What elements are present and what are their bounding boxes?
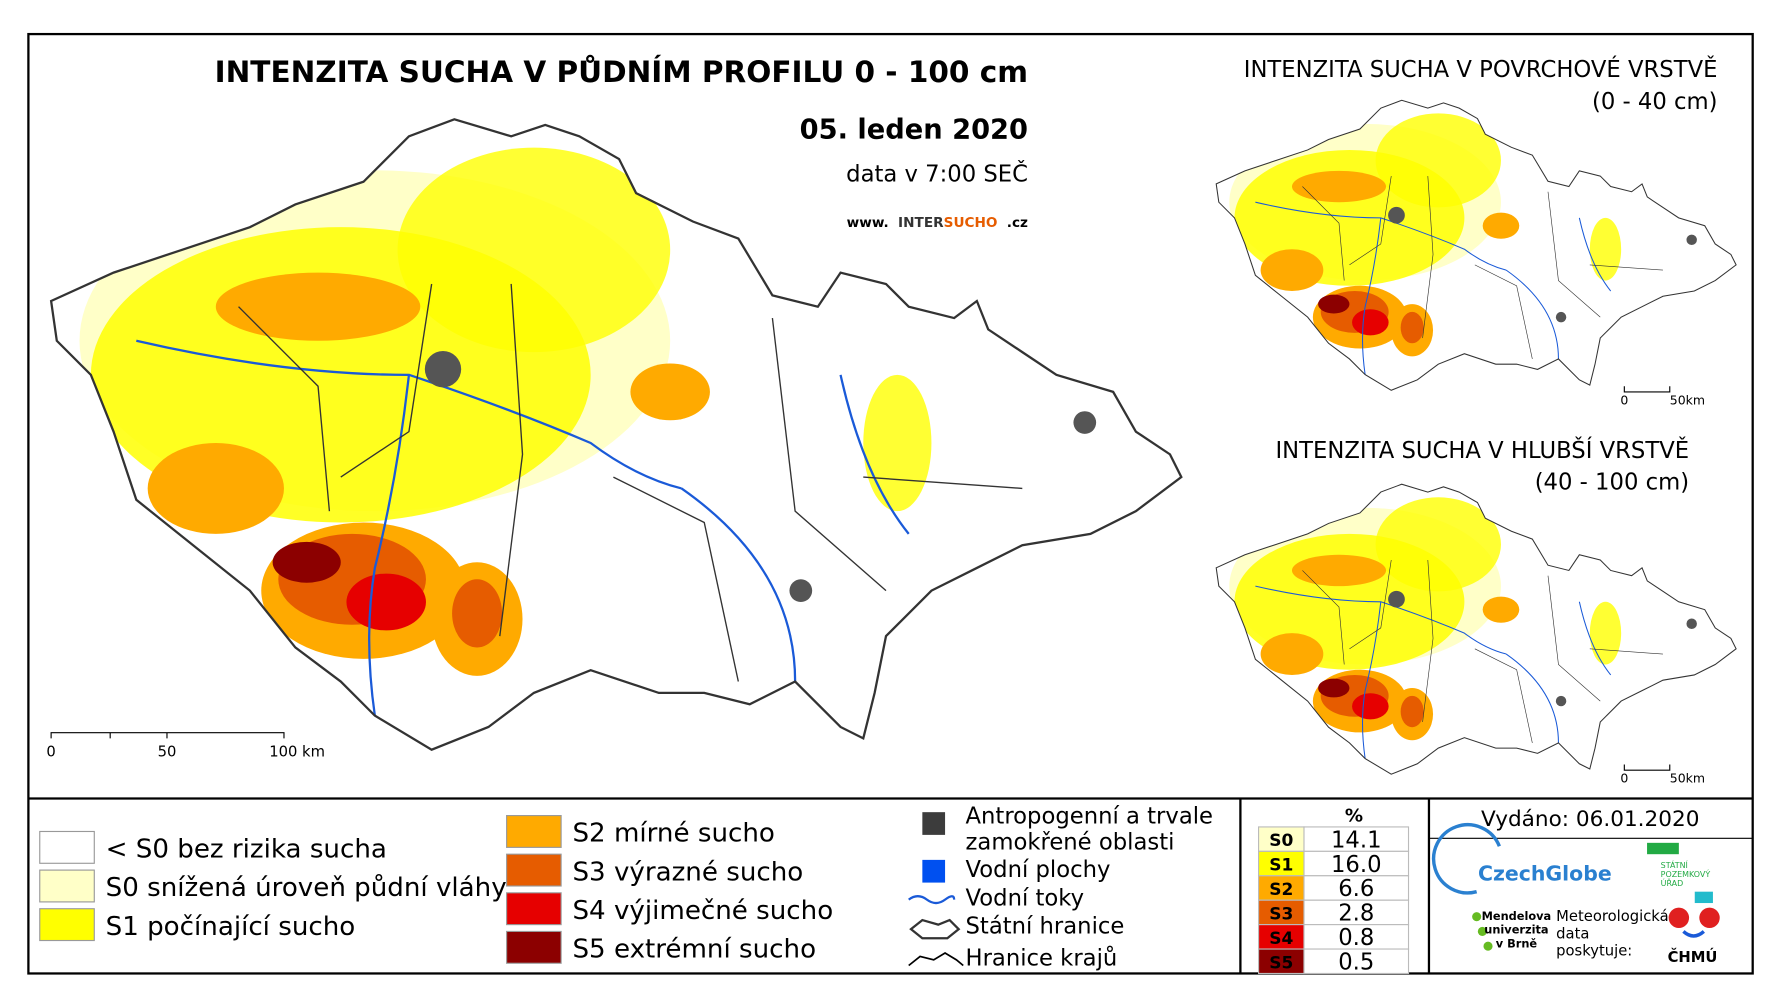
- legend-label: Antropogenní a trvale: [966, 804, 1214, 830]
- inset-scale-bar: [1623, 386, 1671, 393]
- legend-label: S1 počínající sucho: [106, 912, 356, 942]
- stats-code-cell: [1258, 899, 1305, 926]
- stats-code-cell: [1258, 850, 1305, 877]
- meteo: Meteorologická: [1556, 908, 1668, 925]
- inset-subtitle: (0 - 40 cm): [1592, 89, 1718, 115]
- water-icon: [922, 859, 946, 883]
- data-time: data v 7:00 SEČ: [846, 160, 1028, 188]
- mendelu: Mendelova: [1482, 909, 1552, 923]
- stats-value: 2.8: [1338, 901, 1374, 927]
- main-scale-bar: 0 50 100 km: [46, 732, 325, 761]
- scale-label: 100 km: [269, 744, 325, 761]
- river-icon: [908, 895, 956, 905]
- legend-classes: < S0 bez rizika sucha S0 snížená úroveň p…: [39, 815, 833, 965]
- legend-label: Státní hranice: [966, 914, 1125, 940]
- stats-code: S2: [1269, 880, 1293, 900]
- scale-label: 0: [1620, 392, 1628, 407]
- legend-label: S2 mírné sucho: [572, 819, 774, 849]
- inset-scale-bar: [1623, 764, 1671, 771]
- legend-symbols: Antropogenní a trvale zamokřené oblasti …: [908, 804, 1214, 972]
- stats-value: 0.5: [1338, 949, 1374, 975]
- stats-code-cell: [1258, 948, 1305, 975]
- inset-subtitle: (40 - 100 cm): [1535, 470, 1689, 496]
- stats-value: 16.0: [1331, 852, 1382, 878]
- legend-swatch: [39, 908, 95, 942]
- region-border-icon: [908, 952, 964, 967]
- stats-value-cell: [1303, 826, 1410, 852]
- stats-value-cell: [1303, 924, 1410, 950]
- state-border-icon: [909, 918, 961, 940]
- spu: ÚŘAD: [1661, 877, 1684, 888]
- issued: Vydáno: 06.01.2020: [1481, 807, 1699, 832]
- scale-label: 50km: [1670, 392, 1705, 407]
- website-sucho: SUCHO: [944, 215, 998, 231]
- anthropogenic-icon: [922, 812, 946, 835]
- legend-label: zamokřené oblasti: [966, 830, 1175, 856]
- stats-value-cell: [1303, 850, 1410, 877]
- stats-header: %: [1345, 805, 1363, 826]
- legend-label: Vodní toky: [966, 885, 1085, 911]
- legend-swatch: [506, 815, 562, 848]
- scale-label: 0: [1620, 771, 1628, 786]
- legend-label: S5 extrémní sucho: [572, 935, 816, 965]
- legend-swatch: [39, 830, 95, 864]
- panel-lines: [28, 797, 1753, 974]
- legend-label: Hranice krajů: [966, 945, 1118, 972]
- mendelu: univerzita: [1484, 923, 1548, 937]
- stats-value: 6.6: [1338, 876, 1374, 902]
- date: 05. leden 2020: [800, 115, 1028, 146]
- scale-label: 50: [158, 744, 177, 761]
- legend-swatch: [39, 869, 95, 903]
- stats-value-cell: [1303, 899, 1410, 926]
- stats-code: S3: [1269, 905, 1293, 925]
- stats-value-cell: [1303, 875, 1410, 901]
- inset-title: INTENZITA SUCHA V HLUBŠÍ VRSTVĚ: [1275, 436, 1689, 464]
- legend-label: Vodní plochy: [966, 857, 1111, 883]
- meteo: data: [1556, 925, 1589, 942]
- website-prefix: www.: [847, 215, 889, 231]
- main-title: INTENZITA SUCHA V PŮDNÍM PROFILU 0 - 100…: [215, 53, 1028, 89]
- scale-label: 50km: [1670, 771, 1705, 786]
- stats-value: 14.1: [1331, 827, 1382, 853]
- providers: CzechGlobe STÁTNÍ POZEMKOVÝ ÚŘAD Mendelo…: [1431, 823, 1720, 966]
- stats-code: S5: [1269, 953, 1293, 973]
- spu: POZEMKOVÝ: [1661, 868, 1711, 879]
- legend-label: < S0 bez rizika sucha: [106, 835, 387, 865]
- stats-code: S1: [1269, 856, 1293, 876]
- stats-value-cell: [1303, 948, 1410, 975]
- czechglobe: CzechGlobe: [1478, 861, 1612, 885]
- scale-label: 0: [46, 744, 55, 761]
- legend-swatch: [506, 892, 562, 926]
- stats-code: S0: [1269, 831, 1293, 851]
- legend-label: S3 výrazné sucho: [572, 857, 803, 887]
- legend-swatch: [506, 853, 562, 887]
- stats-table: % S0 14.1 S1 16.0 S2 6.6 S3 2.8 S4 0.8 S5 0.5: [1258, 805, 1410, 975]
- legend-label: S4 výjimečné sucho: [572, 896, 833, 926]
- spu: STÁTNÍ: [1661, 859, 1689, 870]
- website-inter: INTER: [898, 215, 944, 231]
- inset-title: INTENZITA SUCHA V POVRCHOVÉ VRSTVĚ: [1244, 55, 1718, 83]
- stats-code: S4: [1269, 929, 1293, 949]
- mendelu: v Brně: [1496, 936, 1538, 950]
- meteo: poskytuje:: [1556, 942, 1632, 959]
- website-suffix: .cz: [1007, 215, 1028, 231]
- stats-value: 0.8: [1338, 925, 1374, 951]
- legend-label: S0 snížená úroveň půdní vláhy: [106, 873, 507, 903]
- website: www. INTERSUCHO .cz: [847, 215, 1028, 231]
- legend-swatch: [506, 930, 562, 964]
- chmu: ČHMÚ: [1668, 948, 1718, 966]
